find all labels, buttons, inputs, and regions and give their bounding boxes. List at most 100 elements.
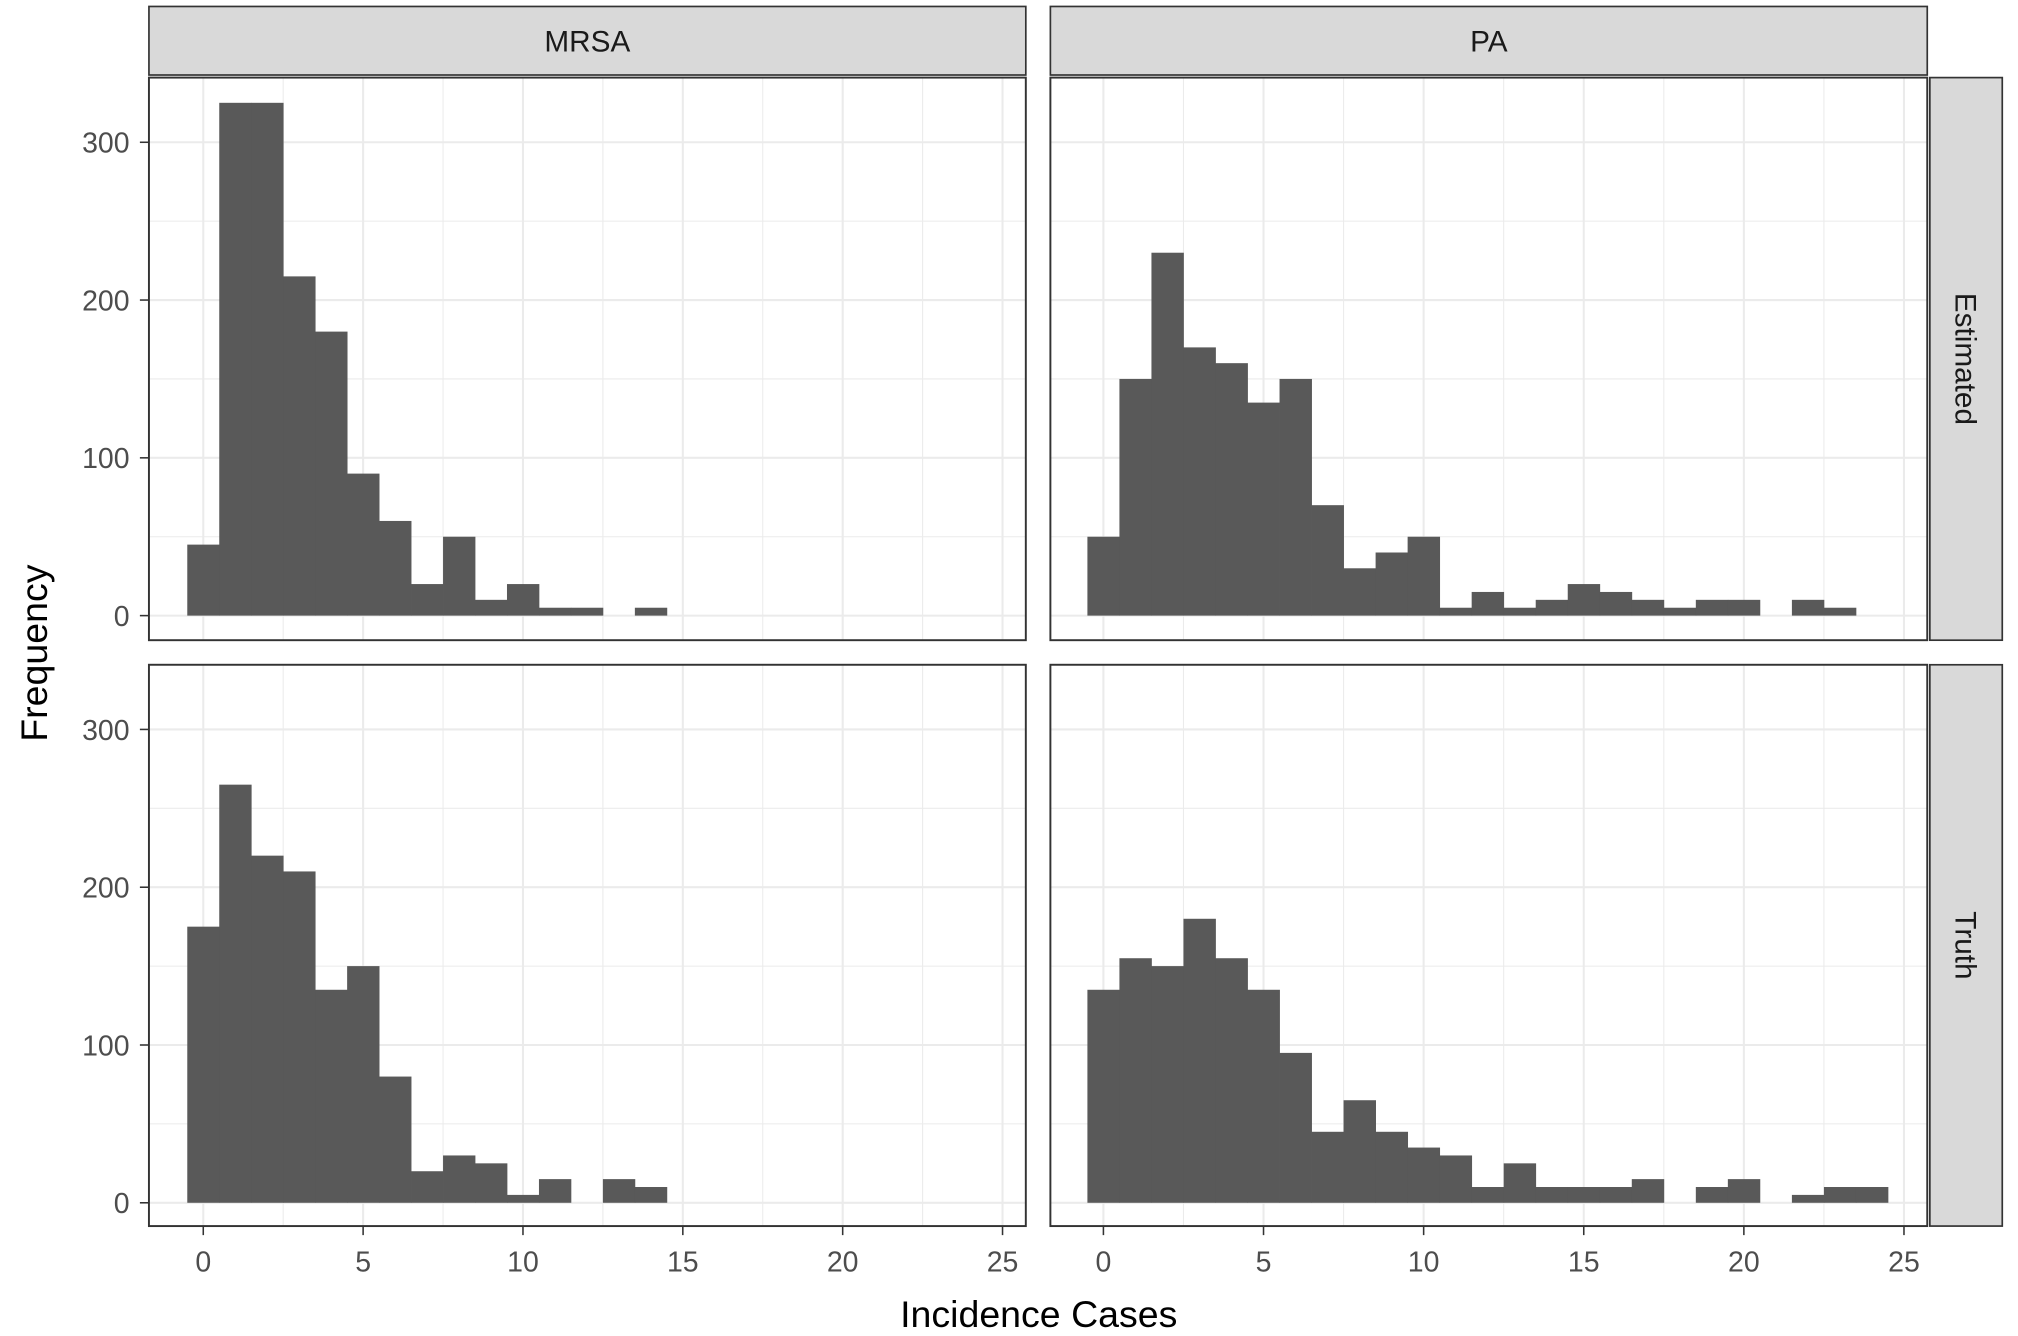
histogram-bar — [1407, 536, 1441, 616]
histogram-bar — [570, 607, 604, 616]
histogram-bar — [1535, 1187, 1569, 1203]
histogram-bar — [1855, 1187, 1889, 1203]
histogram-bar — [1375, 552, 1409, 616]
x-tick-label: 25 — [1888, 1246, 1920, 1278]
strip-label-truth: Truth — [1949, 911, 1982, 979]
x-tick-label: 15 — [1568, 1246, 1600, 1278]
histogram-bar — [1215, 958, 1248, 1203]
histogram-bar — [1727, 599, 1761, 616]
histogram-bar — [475, 1163, 508, 1203]
histogram-bar — [1631, 599, 1665, 616]
y-tick-label: 100 — [82, 1030, 129, 1062]
histogram-bar — [1247, 989, 1280, 1203]
x-tick-label: 5 — [1256, 1246, 1272, 1278]
strip-label-pa: PA — [1470, 26, 1508, 59]
y-tick-label: 300 — [82, 715, 129, 747]
histogram-bar — [1663, 607, 1697, 616]
histogram-bar — [251, 102, 284, 616]
histogram-bar — [1471, 1187, 1505, 1203]
histogram-bar — [1119, 958, 1152, 1203]
x-axis-title: Incidence Cases — [900, 1293, 1177, 1335]
x-tick-label: 5 — [355, 1246, 371, 1278]
histogram-bar — [602, 1179, 636, 1203]
histogram-bar — [1279, 378, 1312, 616]
histogram-bar — [538, 607, 572, 616]
panel-border — [147, 663, 1027, 1228]
histogram-bar — [1311, 505, 1344, 616]
histogram-bar — [538, 1179, 572, 1203]
x-tick-label: 0 — [195, 1246, 211, 1278]
histogram-bar — [315, 989, 348, 1203]
histogram-bar — [347, 966, 380, 1203]
histogram-bar — [1343, 1100, 1376, 1203]
y-tick-label: 0 — [114, 601, 130, 633]
histogram-bar — [347, 473, 380, 616]
histogram-bar — [1279, 1052, 1312, 1203]
x-tick-label: 10 — [1408, 1246, 1440, 1278]
histogram-bar — [219, 784, 252, 1203]
histogram-bar — [219, 102, 252, 616]
histogram-bar — [1151, 966, 1184, 1203]
panel-pa-estimated — [1049, 76, 1929, 642]
histogram-bar — [1695, 599, 1729, 616]
histogram-bar — [379, 1076, 412, 1203]
panel-mrsa-truth — [147, 663, 1027, 1228]
histogram-bar — [187, 926, 220, 1203]
x-tick-label: 20 — [827, 1246, 859, 1278]
y-axis-title: Frequency — [13, 564, 55, 741]
panel-border — [1049, 663, 1929, 1228]
histogram-bar — [411, 1171, 444, 1203]
y-tick-label: 200 — [82, 285, 129, 317]
histogram-bar — [1215, 363, 1248, 616]
histogram-bar — [1087, 989, 1120, 1203]
histogram-bar — [283, 871, 316, 1203]
histogram-bar — [1471, 591, 1505, 616]
histogram-bar — [315, 331, 348, 616]
histogram-bar — [1567, 1187, 1601, 1203]
histogram-bar — [411, 584, 444, 616]
histogram-bar — [1503, 607, 1537, 616]
histogram-bar — [1311, 1131, 1344, 1203]
x-tick-label: 15 — [667, 1246, 699, 1278]
strip-mrsa — [148, 5, 1027, 76]
strip-pa — [1049, 5, 1929, 76]
histogram-bar — [1567, 584, 1601, 616]
panel-border — [1049, 76, 1929, 642]
panel-pa-truth — [1049, 663, 1929, 1228]
histogram-bar — [1535, 599, 1569, 616]
histogram-bar — [1791, 599, 1825, 616]
histogram-bar — [1183, 347, 1216, 616]
y-tick-label: 0 — [114, 1188, 130, 1220]
histogram-bar — [634, 1187, 668, 1203]
histogram-bar — [443, 1155, 476, 1203]
strip-estimated — [1929, 76, 2004, 642]
histogram-bar — [1247, 402, 1280, 616]
histogram-bar — [1695, 1187, 1729, 1203]
histogram-bar — [251, 855, 284, 1203]
histogram-bar — [1151, 252, 1184, 616]
strip-truth — [1929, 663, 2004, 1227]
histogram-bar — [1407, 1147, 1441, 1203]
histogram-bar — [634, 607, 668, 616]
histogram-bar — [1439, 607, 1473, 616]
strip-label-mrsa: MRSA — [544, 26, 630, 59]
histogram-bar — [1375, 1131, 1409, 1203]
histogram-bar — [1631, 1179, 1665, 1203]
histogram-bar — [506, 584, 540, 616]
histogram-bar — [1087, 536, 1120, 616]
histogram-bar — [1439, 1155, 1473, 1203]
strip-label-estimated: Estimated — [1949, 293, 1982, 425]
histogram-bar — [1791, 1194, 1825, 1203]
histogram-bar — [506, 1194, 540, 1203]
histogram-bar — [1599, 1187, 1633, 1203]
histogram-bar — [1599, 591, 1633, 616]
histogram-bar — [1727, 1179, 1761, 1203]
histogram-bar — [1183, 918, 1216, 1203]
histogram-bar — [283, 276, 316, 616]
y-tick-label: 200 — [82, 873, 129, 905]
histogram-bar — [187, 544, 220, 616]
histogram-bar — [443, 536, 476, 616]
histogram-bar — [1119, 378, 1152, 616]
histogram-bar — [379, 520, 412, 616]
